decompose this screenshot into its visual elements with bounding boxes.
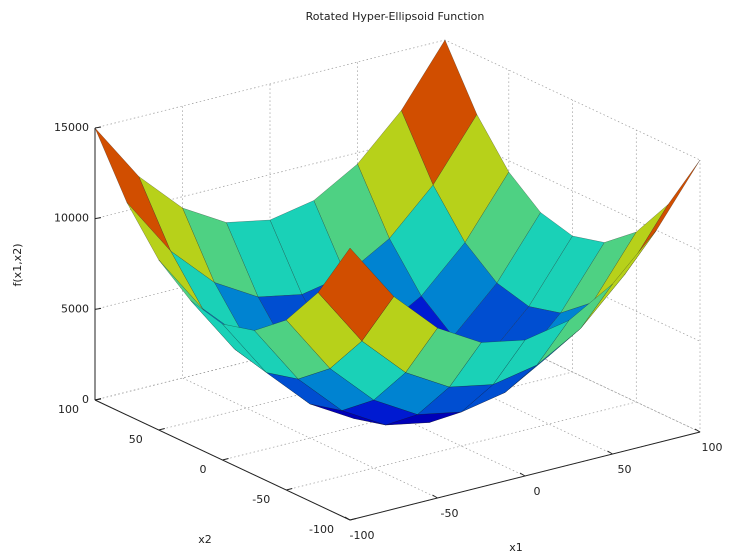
y-tick-label: 50 bbox=[129, 433, 143, 446]
x-tick-label: -50 bbox=[441, 507, 459, 520]
z-tick-label: 15000 bbox=[54, 121, 89, 134]
y-tick-label: -50 bbox=[252, 493, 270, 506]
x-tick-label: 100 bbox=[702, 441, 723, 454]
z-tick-label: 10000 bbox=[54, 212, 89, 225]
z-tick-label: 0 bbox=[82, 393, 89, 406]
y-axis-label: x2 bbox=[198, 533, 212, 546]
x-axis-label: x1 bbox=[509, 541, 523, 554]
chart-title: Rotated Hyper-Ellipsoid Function bbox=[306, 10, 485, 23]
z-tick-label: 5000 bbox=[61, 302, 89, 315]
y-tick-label: -100 bbox=[309, 523, 334, 536]
x-tick-label: 50 bbox=[618, 463, 632, 476]
chart: Rotated Hyper-Ellipsoid Function f(x1,x2… bbox=[0, 0, 737, 558]
x-tick-label: -100 bbox=[350, 529, 375, 542]
y-tick-label: 0 bbox=[200, 463, 207, 476]
x-tick-label: 0 bbox=[534, 485, 541, 498]
y-tick-label: 100 bbox=[58, 403, 79, 416]
z-axis-label: f(x1,x2) bbox=[11, 244, 24, 287]
